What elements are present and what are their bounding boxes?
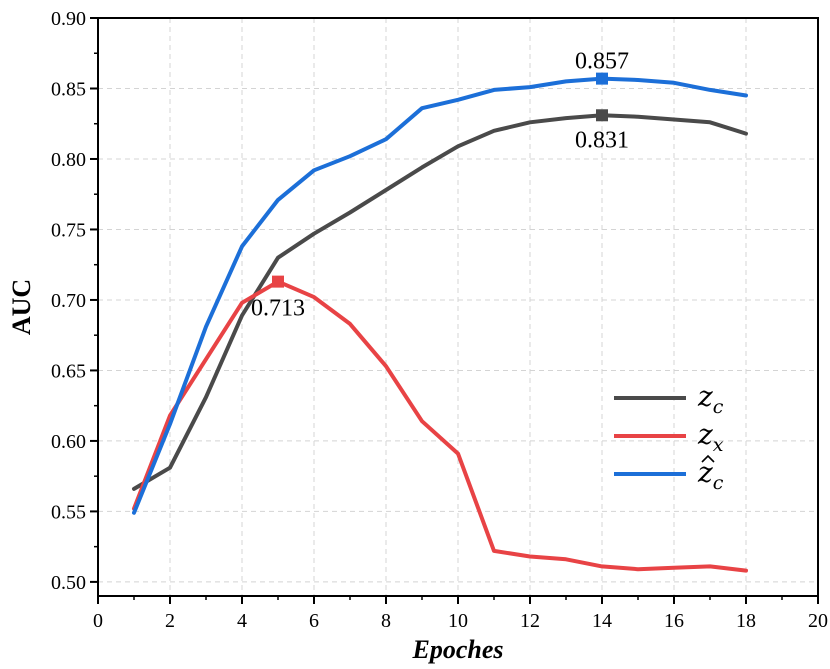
y-tick-label: 0.75 xyxy=(51,219,86,241)
x-tick-label: 14 xyxy=(592,610,612,632)
x-tick-label: 16 xyxy=(664,610,684,632)
series-line-z-hat-c xyxy=(132,76,748,515)
peak-marker xyxy=(272,275,284,288)
x-tick-label: 8 xyxy=(381,610,391,632)
x-tick-label: 4 xyxy=(237,610,247,632)
y-tick-label: 0.85 xyxy=(51,78,86,100)
x-tick-label: 6 xyxy=(309,610,319,632)
x-tick-label: 0 xyxy=(93,610,103,632)
y-tick-label: 0.70 xyxy=(51,290,86,312)
legend-label: zc xyxy=(697,456,724,494)
legend-hat-accent xyxy=(701,454,715,463)
grid-lines xyxy=(97,17,819,596)
x-tick-label: 18 xyxy=(736,610,756,632)
peak-marker xyxy=(596,109,608,122)
series-line-z-c xyxy=(132,113,748,491)
x-tick-label: 2 xyxy=(165,610,175,632)
peak-marker xyxy=(596,72,608,85)
peak-markers xyxy=(272,72,608,288)
x-tick-label: 20 xyxy=(808,610,828,632)
y-tick-label: 0.55 xyxy=(51,501,86,523)
peak-value-label: 0.713 xyxy=(251,296,305,322)
legend-label: zc xyxy=(697,380,724,418)
y-tick-label: 0.90 xyxy=(51,8,86,30)
x-tick-label: 10 xyxy=(448,610,468,632)
axis-ticks: 0 2 4 6 8 10 12 14 16 18 20 0.50 0.55 0.60 0.65 0.70 0.7… xyxy=(51,8,828,632)
legend-label: zx xyxy=(697,418,724,456)
x-axis-title: Epoches xyxy=(412,635,504,664)
peak-value-label: 0.857 xyxy=(575,49,629,75)
series-line-z-x xyxy=(132,279,748,573)
peak-value-label: 0.831 xyxy=(575,127,629,153)
y-axis-title: AUC xyxy=(7,279,36,335)
series-lines xyxy=(132,76,748,573)
annotations: 0.831 0.713 0.857 xyxy=(251,49,629,322)
y-tick-label: 0.80 xyxy=(51,149,86,171)
y-tick-label: 0.50 xyxy=(51,572,86,594)
x-tick-label: 12 xyxy=(520,610,540,632)
y-tick-label: 0.60 xyxy=(51,431,86,453)
y-tick-label: 0.65 xyxy=(51,360,86,382)
